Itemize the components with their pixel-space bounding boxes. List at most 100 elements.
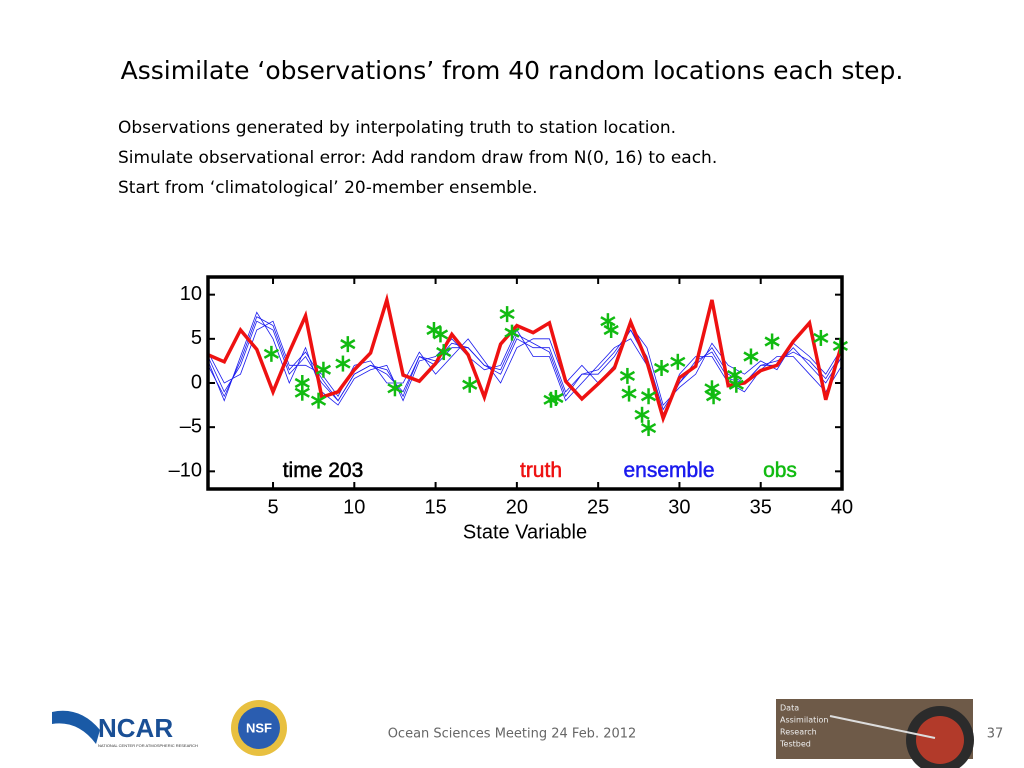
obs-marker bbox=[335, 355, 351, 372]
obs-marker bbox=[432, 326, 449, 343]
obs-marker bbox=[705, 388, 722, 405]
marker-stroke bbox=[704, 383, 720, 394]
obs-marker bbox=[704, 380, 720, 397]
obs-marker bbox=[813, 329, 829, 346]
marker-stroke bbox=[600, 316, 616, 327]
marker-stroke bbox=[504, 327, 520, 338]
obs-marker bbox=[340, 336, 356, 353]
page-number: 37 bbox=[987, 727, 1004, 742]
bullet: Start from ‘climatological’ 20-member en… bbox=[118, 178, 538, 198]
obs-marker bbox=[603, 322, 619, 338]
obs-marker bbox=[728, 376, 744, 393]
marker-stroke bbox=[813, 332, 829, 344]
nsf-logo: NSF bbox=[231, 700, 287, 756]
ncar-logo: NCAR NATIONAL CENTER FOR ATMOSPHERIC RES… bbox=[52, 710, 198, 748]
y-tick-label: 0 bbox=[191, 371, 202, 393]
marker-stroke bbox=[294, 387, 310, 398]
obs-marker bbox=[310, 392, 327, 409]
obs-marker bbox=[436, 344, 452, 361]
marker-stroke bbox=[705, 391, 722, 402]
obs-marker bbox=[634, 406, 650, 423]
marker-stroke bbox=[670, 356, 686, 367]
obs-marker bbox=[653, 359, 670, 376]
dartboard bbox=[916, 716, 964, 764]
marker-stroke bbox=[294, 377, 310, 389]
marker-stroke bbox=[432, 329, 449, 340]
marker-stroke bbox=[263, 348, 280, 359]
y-tick-label: 10 bbox=[180, 283, 202, 305]
y-tick-label: 5 bbox=[191, 327, 202, 349]
legend-label: truth bbox=[520, 459, 562, 482]
obs-marker bbox=[462, 376, 478, 393]
logo-swoosh bbox=[52, 710, 100, 744]
ensemble-line bbox=[207, 320, 843, 406]
x-tick-label: 40 bbox=[831, 496, 853, 518]
obs-marker bbox=[727, 367, 743, 384]
marker-stroke bbox=[387, 383, 403, 394]
marker-stroke bbox=[621, 388, 637, 399]
x-tick-label: 35 bbox=[750, 496, 772, 518]
x-tick-label: 15 bbox=[424, 496, 446, 518]
marker-stroke bbox=[436, 346, 452, 358]
obs-marker bbox=[504, 324, 520, 341]
marker-stroke bbox=[727, 369, 743, 381]
y-tick-label: –10 bbox=[169, 460, 202, 482]
obs-marker bbox=[387, 380, 403, 397]
dart bbox=[829, 715, 936, 739]
footer: Ocean Sciences Meeting 24 Feb. 2012 bbox=[388, 727, 637, 742]
x-tick-label: 5 bbox=[267, 496, 278, 518]
legend-label: obs bbox=[763, 459, 797, 482]
chart: –10 –5 0 5 10 5 10 15 20 25 30 35 40 State Variable ti… bbox=[169, 275, 853, 543]
marker-stroke bbox=[634, 409, 650, 420]
obs-marker bbox=[499, 306, 515, 323]
x-tick-label: 30 bbox=[668, 496, 690, 518]
marker-stroke bbox=[310, 395, 327, 406]
marker-stroke bbox=[462, 379, 478, 390]
obs-marker bbox=[670, 353, 686, 370]
obs-marker bbox=[764, 333, 780, 350]
obs-marker bbox=[315, 361, 332, 378]
annotation: time 203 bbox=[283, 459, 364, 482]
obs-marker bbox=[263, 345, 280, 362]
logo-text: Data bbox=[780, 704, 799, 713]
y-tick-label: –5 bbox=[180, 415, 202, 437]
marker-stroke bbox=[728, 379, 744, 390]
logo-text: NSF bbox=[246, 720, 272, 735]
obs-marker bbox=[743, 348, 759, 365]
marker-stroke bbox=[603, 324, 619, 336]
x-axis-label: State Variable bbox=[463, 521, 587, 543]
bullet: Observations generated by interpolating … bbox=[118, 118, 676, 138]
marker-stroke bbox=[315, 364, 332, 375]
obs-marker bbox=[600, 313, 616, 330]
x-tick-label: 20 bbox=[506, 496, 528, 518]
dart-logo: Data Assimilation Research Testbed bbox=[776, 699, 974, 768]
x-tick-label: 25 bbox=[587, 496, 609, 518]
logo-text: Assimilation bbox=[780, 716, 829, 725]
marker-stroke bbox=[640, 422, 657, 434]
marker-stroke bbox=[743, 351, 759, 362]
obs-marker bbox=[619, 367, 636, 384]
logo-text: Research bbox=[780, 728, 817, 737]
plot-frame bbox=[206, 275, 844, 491]
marker-stroke bbox=[653, 362, 670, 374]
marker-stroke bbox=[548, 392, 564, 404]
obs-marker bbox=[640, 420, 657, 437]
obs-marker bbox=[621, 385, 637, 402]
legend-label: ensemble bbox=[623, 459, 714, 482]
obs-marker bbox=[294, 384, 310, 401]
logo-text: Testbed bbox=[779, 740, 811, 749]
obs-marker bbox=[640, 388, 657, 405]
seal bbox=[238, 707, 280, 749]
x-tick-label: 10 bbox=[343, 496, 365, 518]
marker-stroke bbox=[764, 336, 780, 347]
bullet: Simulate observational error: Add random… bbox=[118, 148, 717, 168]
marker-stroke bbox=[640, 391, 657, 402]
marker-stroke bbox=[619, 370, 636, 382]
marker-stroke bbox=[335, 358, 351, 369]
logo-subtext: NATIONAL CENTER FOR ATMOSPHERIC RESEARCH bbox=[98, 743, 198, 748]
obs-marker bbox=[548, 390, 564, 407]
marker-stroke bbox=[499, 309, 515, 320]
marker-stroke bbox=[340, 339, 356, 350]
